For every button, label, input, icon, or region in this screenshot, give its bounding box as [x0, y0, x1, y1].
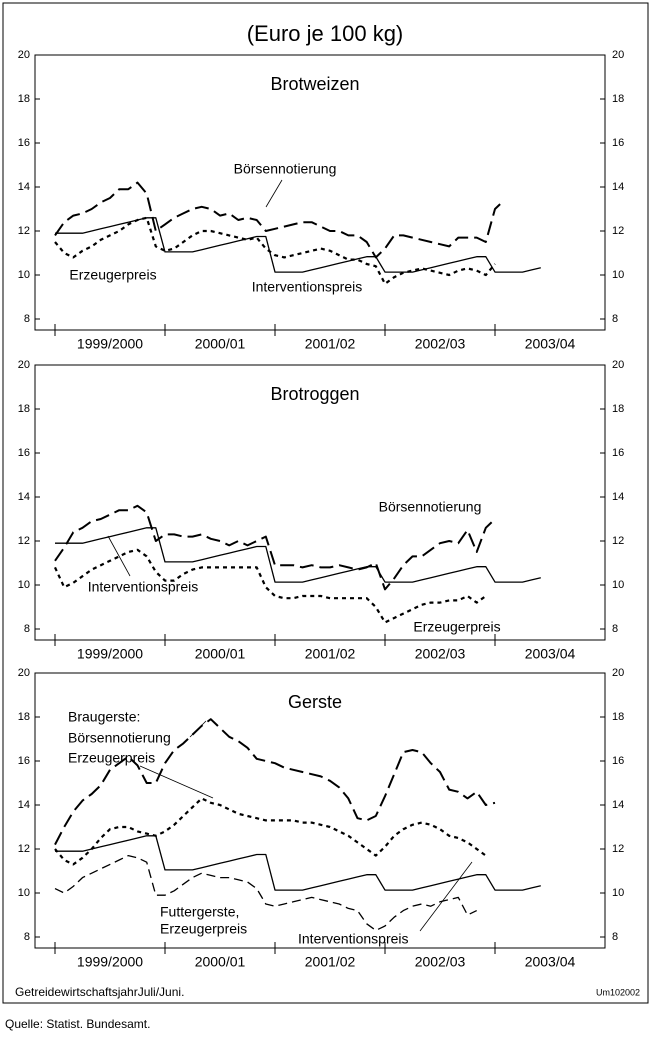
- y-tick-label: 16: [612, 755, 624, 767]
- series-line: [54, 181, 505, 259]
- y-tick-label: 14: [612, 181, 624, 193]
- y-tick-label: 8: [24, 623, 30, 635]
- y-tick-label: 20: [612, 49, 624, 61]
- series-line: [54, 718, 496, 846]
- y-tick-label: 20: [612, 359, 624, 371]
- series-line: [54, 797, 487, 866]
- x-tick-label: 2000/01: [195, 336, 246, 352]
- y-tick-label: 8: [24, 931, 30, 943]
- y-tick-label: 10: [612, 887, 624, 899]
- y-tick-label: 10: [18, 887, 30, 899]
- y-tick-label: 12: [612, 225, 624, 237]
- y-tick-label: 20: [18, 667, 30, 679]
- y-tick-label: 18: [612, 93, 624, 105]
- leader-line: [265, 179, 283, 208]
- y-tick-label: 16: [18, 447, 30, 459]
- y-tick-label: 10: [612, 579, 624, 591]
- y-tick-label: 20: [18, 359, 30, 371]
- code: Um102002: [596, 987, 640, 997]
- y-tick-label: 18: [612, 403, 624, 415]
- leader-line: [419, 861, 473, 932]
- y-tick-label: 18: [18, 93, 30, 105]
- y-tick-label: 8: [612, 931, 618, 943]
- series-line: [54, 216, 496, 285]
- y-tick-label: 12: [18, 535, 30, 547]
- annotation: Erzeugerpreis: [68, 750, 155, 766]
- panel-title: Brotweizen: [270, 74, 359, 94]
- y-tick-label: 18: [18, 711, 30, 723]
- y-tick-label: 16: [612, 137, 624, 149]
- x-tick-label: 1999/2000: [77, 954, 143, 970]
- x-tick-label: 2002/03: [415, 954, 466, 970]
- x-tick-label: 2003/04: [525, 646, 576, 662]
- x-tick-label: 1999/2000: [77, 336, 143, 352]
- y-tick-label: 14: [612, 799, 624, 811]
- y-tick-label: 14: [18, 181, 30, 193]
- source: Quelle: Statist. Bundesamt.: [5, 1017, 150, 1031]
- series-line: [55, 835, 541, 891]
- panel-title: Gerste: [288, 692, 342, 712]
- y-tick-label: 20: [612, 667, 624, 679]
- y-tick-label: 12: [18, 843, 30, 855]
- y-tick-label: 8: [24, 313, 30, 325]
- y-tick-label: 10: [18, 269, 30, 281]
- y-tick-label: 20: [18, 49, 30, 61]
- plot-frame: [34, 672, 606, 949]
- series-line: [55, 527, 541, 583]
- annotation: Börsennotierung: [68, 730, 171, 746]
- plot-frame: [34, 364, 606, 641]
- x-tick-label: 1999/2000: [77, 646, 143, 662]
- x-tick-label: 2002/03: [415, 646, 466, 662]
- y-tick-label: 16: [18, 137, 30, 149]
- annotation: Erzeugerpreis: [160, 921, 247, 937]
- y-tick-label: 12: [612, 843, 624, 855]
- y-tick-label: 14: [18, 799, 30, 811]
- chart-title: (Euro je 100 kg): [247, 21, 404, 46]
- annotation: Erzeugerpreis: [69, 267, 156, 283]
- y-tick-label: 18: [18, 403, 30, 415]
- x-tick-label: 2003/04: [525, 336, 576, 352]
- series-line: [54, 504, 496, 591]
- annotation: Interventionspreis: [88, 579, 199, 595]
- annotation: Braugerste:: [68, 709, 140, 725]
- y-tick-label: 10: [612, 269, 624, 281]
- y-tick-label: 16: [612, 447, 624, 459]
- x-tick-label: 2001/02: [305, 336, 356, 352]
- outer-frame: [2, 2, 649, 1004]
- plot-frame: [34, 54, 606, 331]
- x-tick-label: 2001/02: [305, 646, 356, 662]
- leader-line: [139, 765, 214, 799]
- annotation: Interventionspreis: [252, 279, 363, 295]
- y-tick-label: 8: [612, 313, 618, 325]
- panel-title: Brotroggen: [270, 384, 359, 404]
- y-tick-label: 8: [612, 623, 618, 635]
- series-line: [55, 217, 541, 273]
- series-line: [54, 854, 477, 932]
- x-tick-label: 2000/01: [195, 954, 246, 970]
- y-tick-label: 16: [18, 755, 30, 767]
- leader-line: [107, 535, 131, 577]
- y-tick-label: 12: [18, 225, 30, 237]
- y-tick-label: 14: [18, 491, 30, 503]
- x-tick-label: 2002/03: [415, 336, 466, 352]
- annotation: Börsennotierung: [379, 499, 482, 515]
- x-tick-label: 2000/01: [195, 646, 246, 662]
- y-tick-label: 14: [612, 491, 624, 503]
- annotation: Börsennotierung: [234, 161, 337, 177]
- y-tick-label: 18: [612, 711, 624, 723]
- annotation: Interventionspreis: [298, 931, 409, 947]
- footnote: GetreidewirtschaftsjahrJuli/Juni.: [15, 985, 184, 999]
- x-tick-label: 2003/04: [525, 954, 576, 970]
- annotation: Erzeugerpreis: [413, 619, 500, 635]
- x-tick-label: 2001/02: [305, 954, 356, 970]
- leader-line: [189, 720, 207, 738]
- y-tick-label: 12: [612, 535, 624, 547]
- annotation: Futtergerste,: [160, 904, 239, 920]
- y-tick-label: 10: [18, 579, 30, 591]
